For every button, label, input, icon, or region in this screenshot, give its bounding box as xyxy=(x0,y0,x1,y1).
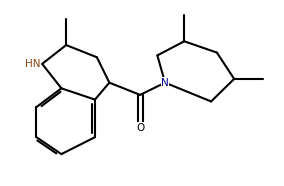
Text: N: N xyxy=(161,78,169,88)
Text: HN: HN xyxy=(25,59,41,69)
Text: O: O xyxy=(136,123,144,133)
